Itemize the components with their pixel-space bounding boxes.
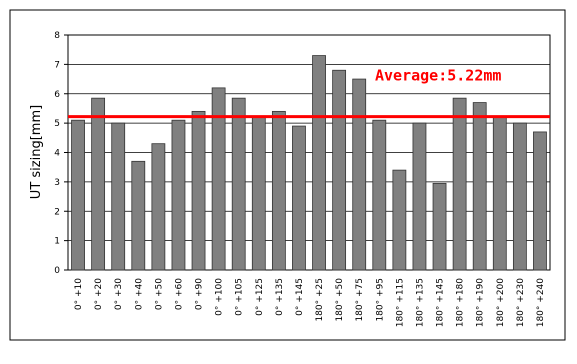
- x-tick-label: 0° +20: [94, 278, 104, 310]
- bar: [111, 122, 126, 271]
- x-tick-label: 0° +145: [295, 278, 305, 316]
- bar: [171, 119, 186, 271]
- y-tick-label: 8: [54, 31, 60, 41]
- x-tick-label: 0° +60: [174, 278, 184, 310]
- y-axis-label: UT sizing[mm]: [29, 105, 44, 199]
- x-tick-label: 0° +30: [114, 278, 124, 310]
- x-tick-label: 0° +90: [195, 278, 205, 310]
- bar: [392, 169, 407, 271]
- bar: [372, 119, 387, 271]
- x-tick-label: 0° +40: [134, 278, 144, 310]
- bar: [432, 182, 447, 271]
- x-tick-label: 180° +200: [496, 278, 506, 328]
- bar: [151, 143, 166, 271]
- y-tick-label: 2: [54, 207, 60, 217]
- x-tick-label: 0° +125: [255, 278, 265, 316]
- x-tick-label: 180° +135: [415, 278, 425, 327]
- bar: [512, 122, 527, 271]
- y-tick-label: 5: [54, 119, 60, 129]
- bar: [91, 97, 106, 271]
- x-tick-label: 180° +95: [375, 278, 385, 322]
- x-tick-label: 180° +50: [335, 278, 345, 322]
- bar: [231, 97, 246, 271]
- bar: [412, 122, 427, 271]
- bar: [292, 125, 306, 271]
- x-tick-label: 180° +145: [436, 278, 446, 327]
- bar: [251, 116, 266, 271]
- bar: [131, 160, 146, 271]
- y-tick-label: 7: [54, 60, 60, 70]
- bar: [533, 131, 547, 271]
- x-tick-label: 180° +180: [456, 278, 466, 328]
- bar: [452, 97, 467, 271]
- bar: [492, 116, 507, 271]
- average-label: Average:5.22mm: [375, 67, 501, 85]
- y-tick-label: 0: [54, 266, 60, 276]
- x-tick-label: 180° +75: [355, 278, 365, 322]
- bar: [332, 69, 347, 271]
- y-tick-label: 1: [54, 237, 60, 247]
- x-tick-label: 0° +10: [74, 278, 84, 310]
- x-tick-label: 180° +25: [315, 278, 325, 322]
- bar: [312, 55, 326, 271]
- bar: [191, 110, 206, 271]
- y-tick-label: 3: [54, 178, 60, 188]
- x-tick-label: 0° +135: [275, 278, 285, 316]
- bar: [352, 78, 367, 271]
- x-tick-label: 180° +240: [536, 278, 546, 328]
- y-tick-label: 6: [54, 90, 60, 100]
- x-tick-label: 180° +115: [395, 278, 405, 327]
- x-tick-label: 180° +190: [476, 278, 486, 328]
- x-tick-label: 0° +105: [235, 278, 245, 316]
- y-tick-label: 4: [54, 149, 60, 159]
- bar: [71, 119, 85, 271]
- bar: [472, 102, 487, 271]
- x-tick-label: 0° +100: [215, 278, 225, 316]
- bar: [211, 87, 226, 271]
- x-tick-label: 0° +50: [154, 278, 164, 310]
- x-tick-label: 180° +230: [516, 278, 526, 328]
- bar: [271, 110, 286, 271]
